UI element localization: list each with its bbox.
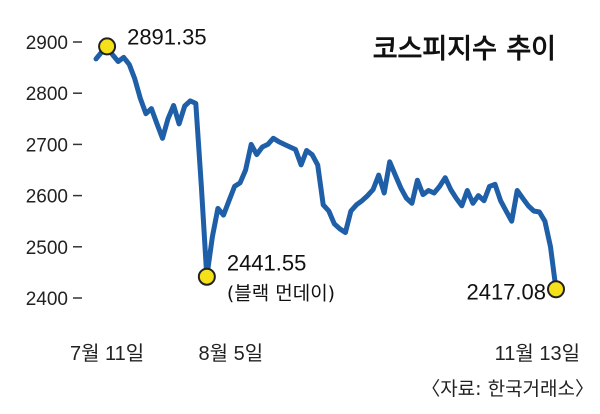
highlight-point (98, 37, 117, 56)
y-axis: 2400 2500 2600 2700 2800 2900 (26, 33, 82, 310)
x-tick-label: 11월 13일 (495, 342, 580, 365)
point-value-label: 2891.35 (127, 24, 207, 49)
point-value-label: 2441.55 (227, 251, 307, 276)
source-note: 〈자료: 한국거래소〉 (421, 378, 594, 400)
annotations: 2891.35 2441.55 (블랙 먼데이) 2417.08 (127, 24, 546, 304)
y-tick-label: 2700 (26, 135, 68, 156)
highlight-point (197, 267, 216, 286)
point-value-label: 2417.08 (466, 279, 546, 304)
y-tick-label: 2600 (26, 187, 68, 208)
highlight-point (547, 280, 565, 299)
y-tick-label: 2800 (26, 84, 68, 105)
kospi-series-line (93, 43, 559, 292)
x-axis: 7월 11일 8월 5일 11월 13일 (70, 342, 580, 365)
point-sublabel: (블랙 먼데이) (227, 283, 335, 305)
y-tick-label: 2900 (26, 33, 68, 54)
markers (98, 37, 565, 299)
y-tick-label: 2500 (26, 238, 68, 259)
x-tick-label: 8월 5일 (199, 342, 264, 365)
x-tick-label: 7월 11일 (70, 342, 144, 365)
y-tick-label: 2400 (26, 289, 68, 310)
chart-title: 코스피지수 추이 (373, 34, 556, 65)
